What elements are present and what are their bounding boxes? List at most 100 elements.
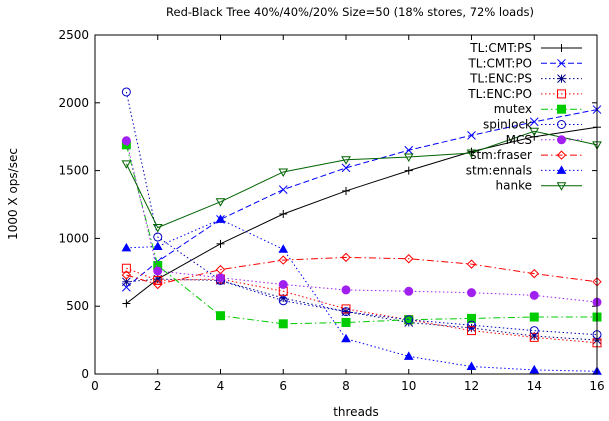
legend-entry: MCS xyxy=(506,133,582,147)
data-point xyxy=(403,351,414,360)
data-point xyxy=(529,127,540,137)
x-tick-label: 4 xyxy=(217,379,225,393)
data-point xyxy=(404,254,414,264)
data-point xyxy=(278,319,288,329)
legend-marker xyxy=(556,182,567,191)
series-line xyxy=(125,130,598,229)
data-point xyxy=(341,333,351,343)
data-point xyxy=(529,312,539,322)
data-point xyxy=(341,156,351,165)
data-point xyxy=(216,273,225,283)
data-point xyxy=(121,160,132,169)
series-tl-enc-po xyxy=(121,263,602,348)
data-point xyxy=(529,268,539,279)
y-tick-label: 1500 xyxy=(58,164,89,178)
legend-entry: TL:CMT:PS xyxy=(469,41,582,55)
data-point xyxy=(466,361,477,371)
data-point xyxy=(153,232,163,242)
legend-entry: stm:ennals xyxy=(466,163,582,177)
data-point xyxy=(153,266,163,276)
series-line xyxy=(126,218,598,372)
x-tick-label: 8 xyxy=(342,379,350,393)
data-point xyxy=(278,168,289,177)
data-point xyxy=(121,87,131,97)
data-point xyxy=(466,149,477,158)
legend-entry: stm:fraser xyxy=(470,148,582,162)
y-tick-label: 500 xyxy=(66,299,89,313)
data-point xyxy=(215,214,226,223)
data-point xyxy=(278,296,288,306)
x-axis-label: threads xyxy=(333,405,379,419)
legend-label: spinlock xyxy=(483,118,532,132)
data-point xyxy=(278,255,288,265)
x-tick-label: 0 xyxy=(91,379,99,393)
legend-label: TL:ENC:PS xyxy=(469,72,532,86)
data-point xyxy=(121,263,131,273)
legend-entry: spinlock xyxy=(483,118,582,132)
legend-entry: hanke xyxy=(496,179,582,193)
data-point xyxy=(466,259,477,269)
data-point xyxy=(153,279,163,290)
data-point xyxy=(529,290,539,300)
data-point xyxy=(341,304,351,314)
legend-marker xyxy=(557,58,566,68)
data-point xyxy=(404,315,414,325)
x-tick-label: 12 xyxy=(464,379,479,393)
data-point xyxy=(404,286,414,296)
y-tick-label: 2000 xyxy=(58,96,89,110)
legend-marker xyxy=(557,44,566,52)
data-point xyxy=(278,185,288,194)
legend-label: mutex xyxy=(494,102,532,116)
data-point xyxy=(216,311,225,321)
plot-frame xyxy=(94,34,598,375)
series-stm-fraser xyxy=(121,252,602,290)
data-point xyxy=(342,186,350,195)
series-stm-ennals xyxy=(121,214,602,375)
legend-entry: mutex xyxy=(494,102,582,116)
legend-label: TL:CMT:PO xyxy=(467,56,532,70)
data-point xyxy=(529,326,539,336)
legend-marker xyxy=(557,89,566,99)
data-point xyxy=(278,244,289,253)
data-point xyxy=(467,288,476,298)
data-point xyxy=(215,264,226,275)
data-point xyxy=(341,285,351,295)
data-point xyxy=(403,153,414,163)
y-tick-label: 0 xyxy=(81,367,89,381)
y-tick-label: 2500 xyxy=(58,28,89,42)
data-point xyxy=(341,317,351,327)
y-axis-label: 1000 X ops/sec xyxy=(6,148,20,240)
legend-label: hanke xyxy=(496,179,532,193)
legend-entry: TL:CMT:PO xyxy=(467,56,582,70)
series-tl-enc-ps xyxy=(122,274,602,345)
series-mcs xyxy=(121,136,602,307)
data-point xyxy=(530,132,539,141)
data-point xyxy=(467,320,476,330)
legend-entry: TL:ENC:PO xyxy=(467,87,582,101)
data-point xyxy=(529,364,540,374)
data-point xyxy=(467,130,476,140)
data-point xyxy=(341,252,351,263)
data-point xyxy=(467,326,476,336)
data-point xyxy=(279,209,288,218)
y-tick-label: 1000 xyxy=(58,231,89,245)
legend-label: TL:CMT:PS xyxy=(469,41,532,55)
data-point xyxy=(404,166,413,175)
series-line xyxy=(126,278,598,341)
x-tick-label: 10 xyxy=(401,379,416,393)
legend-label: TL:ENC:PO xyxy=(467,87,532,101)
legend-label: MCS xyxy=(506,133,532,147)
legend-label: stm:fraser xyxy=(470,148,532,162)
data-point xyxy=(122,299,131,308)
data-point xyxy=(341,163,351,173)
x-tick-label: 6 xyxy=(279,379,287,393)
legend-marker xyxy=(557,104,566,114)
series-line xyxy=(125,144,597,325)
data-point xyxy=(215,198,226,207)
data-point xyxy=(216,239,225,248)
data-point xyxy=(529,332,539,342)
data-point xyxy=(341,307,351,317)
data-point xyxy=(121,270,132,280)
